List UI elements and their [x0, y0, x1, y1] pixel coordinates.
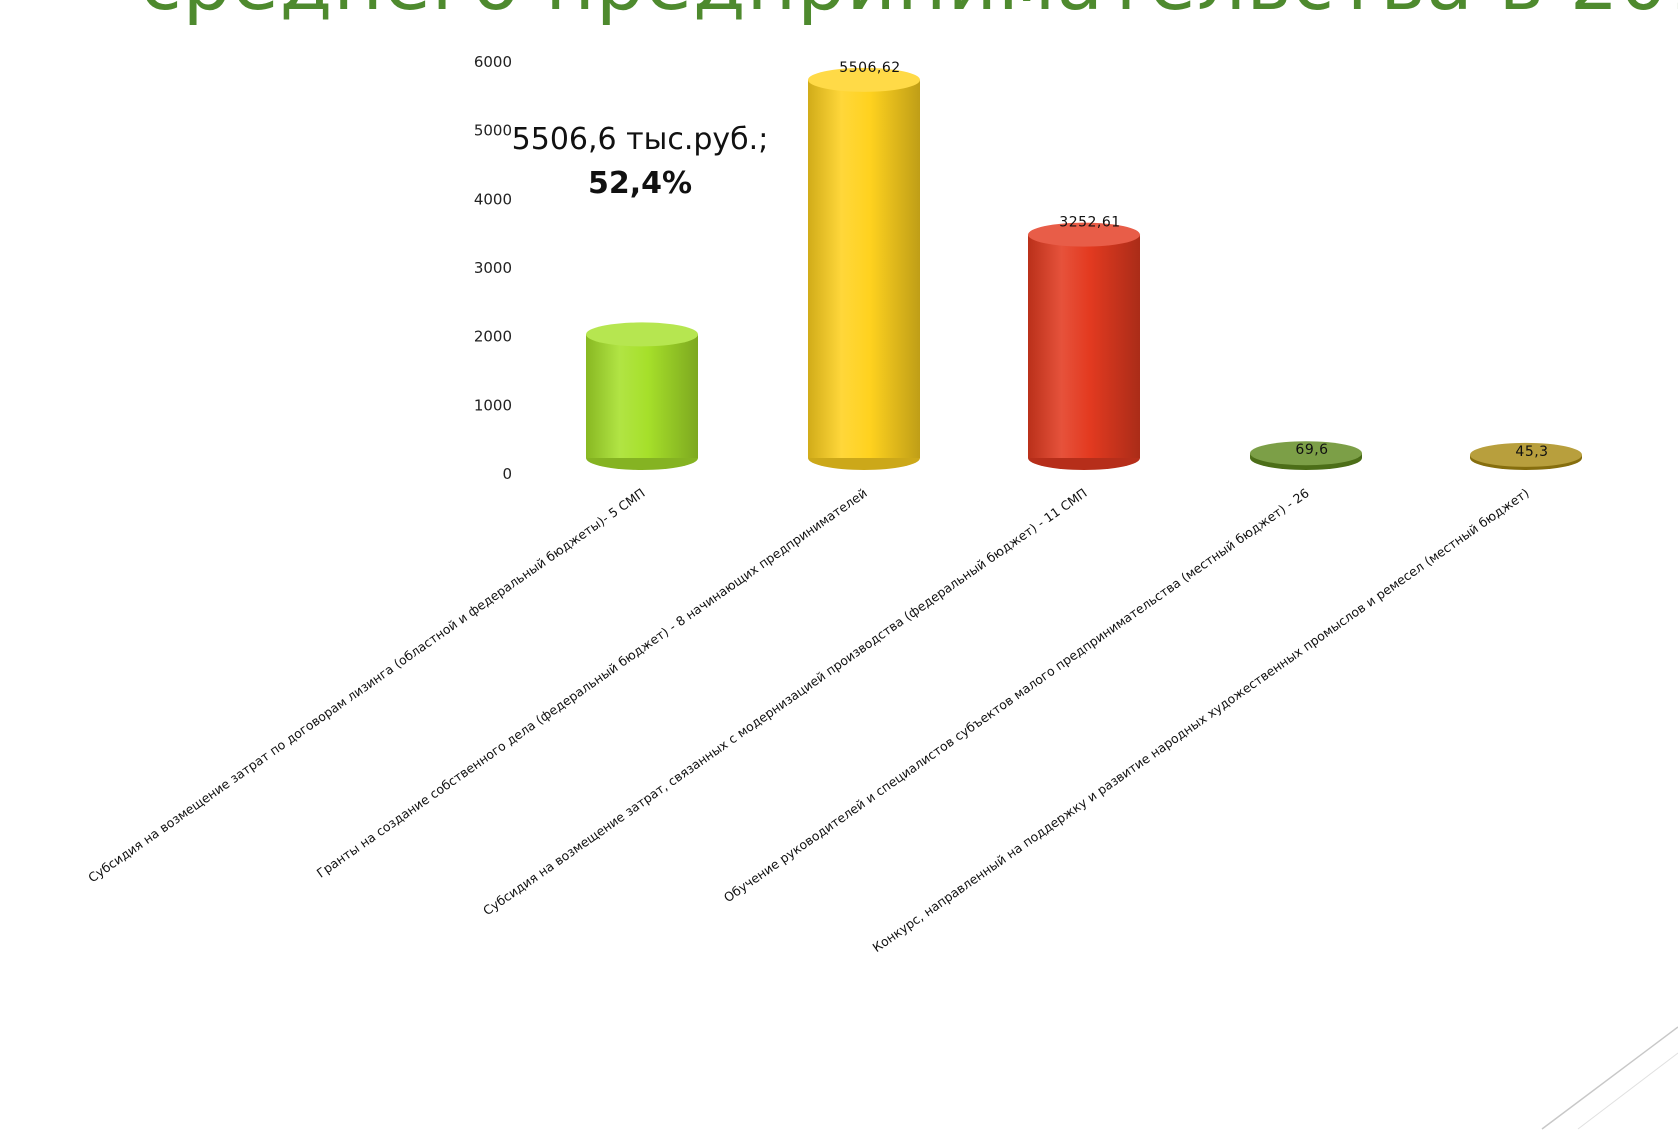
bar-top — [586, 322, 698, 347]
x-category-label: Гранты на создание собственного дела (фе… — [314, 485, 870, 881]
data-label: 45,3 — [1515, 444, 1548, 460]
data-label: 5506,62 — [839, 60, 900, 76]
corner-decoration — [1541, 1026, 1678, 1130]
x-axis: Субсидия на возмещение затрат по договор… — [85, 485, 1531, 955]
data-label: 3252,61 — [1059, 215, 1120, 231]
annotation-amount: 5506,6 тыс.руб.; — [511, 122, 769, 157]
bar — [1470, 442, 1582, 470]
y-tick-label: 4000 — [474, 190, 512, 208]
x-category-label: Субсидия на возмещение затрат по договор… — [85, 485, 647, 885]
bar — [1250, 441, 1362, 470]
y-tick-label: 3000 — [474, 259, 512, 277]
bar-body — [808, 79, 920, 459]
data-label: 69,6 — [1295, 442, 1328, 458]
bar-top — [1470, 442, 1582, 467]
slide-title: среднего предпринимательства в 201 — [140, 0, 1678, 27]
bar-top — [1028, 222, 1140, 247]
y-tick-label: 5000 — [474, 122, 512, 140]
bar-body — [1028, 234, 1140, 458]
bar — [586, 322, 698, 470]
bar — [808, 67, 920, 470]
data-labels: 5506,62 3252,61 69,6 45,3 — [839, 60, 1548, 460]
bar-top — [808, 67, 920, 92]
bars — [586, 67, 1582, 470]
chart-annotation: 5506,6 тыс.руб.; 52,4% — [470, 118, 810, 206]
y-tick-label: 0 — [502, 465, 512, 483]
y-tick-label: 6000 — [474, 53, 512, 71]
y-tick-label: 2000 — [474, 328, 512, 346]
bar — [1028, 222, 1140, 470]
y-tick-label: 1000 — [474, 396, 512, 414]
annotation-percent: 52,4% — [587, 166, 693, 201]
y-axis: 0 1000 2000 3000 4000 5000 6000 — [474, 53, 512, 483]
bar-top — [1250, 441, 1362, 466]
bar-body — [586, 334, 698, 458]
